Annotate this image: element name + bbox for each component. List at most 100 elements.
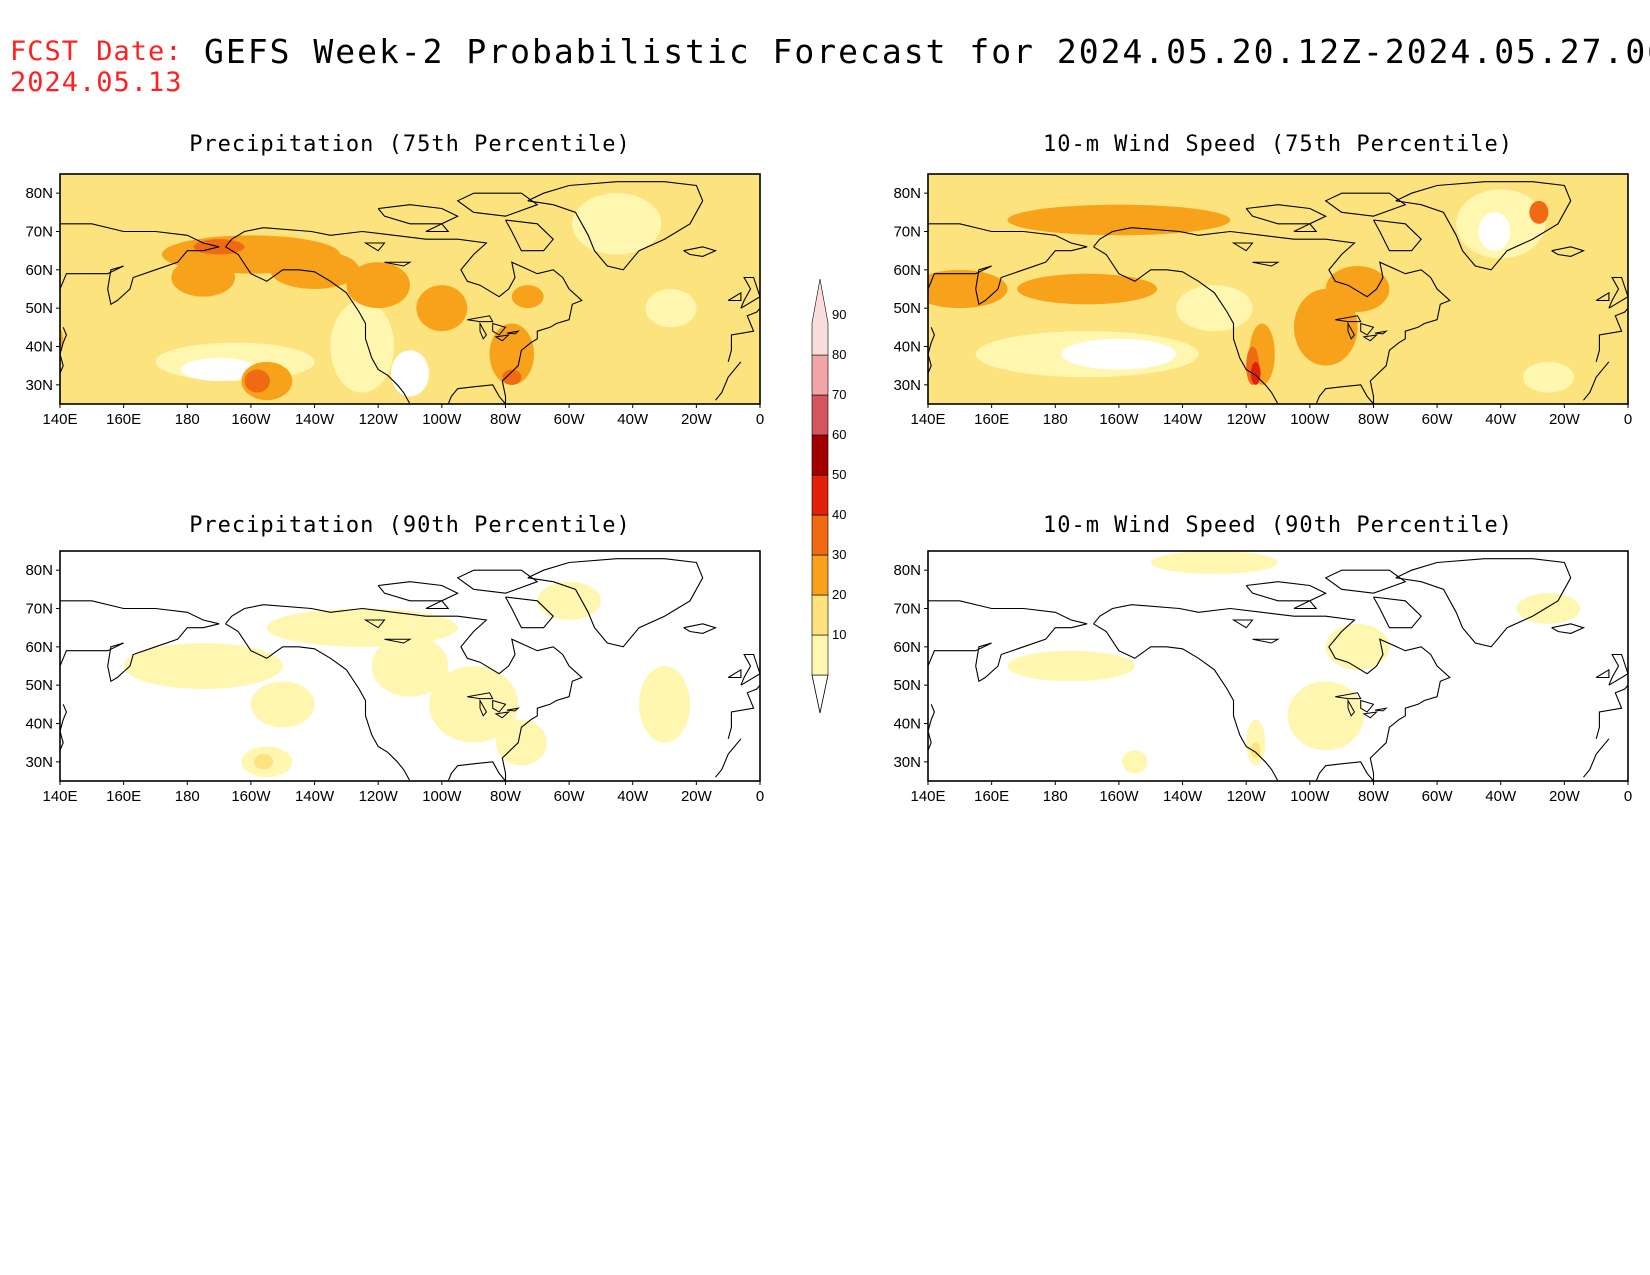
- shaded-probability-field: [60, 551, 760, 781]
- colorbar-segment: [811, 474, 829, 516]
- coastline: [683, 246, 718, 257]
- lon-tick-label: 0: [756, 788, 764, 805]
- probability-contour: [1478, 212, 1511, 251]
- coastline: [715, 361, 742, 401]
- probability-contour: [511, 285, 544, 309]
- lat-tick-label: 70N: [893, 224, 921, 241]
- coastline: [527, 181, 704, 271]
- colorbar-segment: [811, 634, 829, 676]
- lat-tick-label: 30N: [893, 754, 921, 771]
- lat-tick-label: 40N: [893, 339, 921, 356]
- lake-outline: [1362, 711, 1379, 719]
- shaded-probability-field: [60, 174, 760, 404]
- coastline: [60, 223, 220, 306]
- coastline: [715, 738, 742, 778]
- lake-outline: [1347, 321, 1356, 340]
- lake-outline: [1347, 698, 1356, 717]
- colorbar-segment: [811, 514, 829, 556]
- lon-tick-label: 120W: [359, 788, 399, 805]
- coastline: [727, 291, 742, 302]
- lat-tick-label: 40N: [25, 339, 53, 356]
- colorbar-label: 70: [832, 387, 846, 402]
- colorbar-segment: [811, 354, 829, 396]
- probability-contour: [270, 250, 360, 289]
- lake-outline: [1231, 619, 1254, 629]
- lon-tick-label: 60W: [554, 411, 586, 428]
- colorbar-segment: [811, 434, 829, 476]
- lat-tick-label: 70N: [25, 224, 53, 241]
- lake-outline: [384, 261, 412, 267]
- coastline: [1608, 276, 1628, 309]
- probability-contour: [416, 285, 468, 332]
- probability-contour: [1529, 200, 1549, 224]
- colorbar-label: 80: [832, 347, 846, 362]
- map-frame: [59, 173, 761, 405]
- probability-contour: [371, 635, 449, 697]
- panel-title-precip75: Precipitation (75th Percentile): [189, 132, 631, 157]
- fcst-date-caption: FCST Date:: [10, 36, 183, 67]
- colorbar-segment: [811, 394, 829, 436]
- lon-tick-label: 100W: [1290, 411, 1330, 428]
- lon-tick-label: 40W: [617, 788, 649, 805]
- lon-tick-label: 40W: [1485, 411, 1517, 428]
- lon-tick-label: 120W: [1227, 788, 1267, 805]
- probability-contour: [1017, 273, 1158, 305]
- lat-tick-label: 40N: [893, 716, 921, 733]
- probability-contour: [1150, 551, 1278, 574]
- map-panel-wind90: 140E 160E 180 160W 140W 120W 100W 80W 60W 40W 20W 0…: [893, 550, 1632, 805]
- probability-contour: [1007, 204, 1231, 236]
- probability-contour: [502, 369, 522, 385]
- lat-tick-label: 60N: [893, 639, 921, 656]
- lake-outline: [1360, 322, 1375, 336]
- lake-outline: [467, 692, 494, 700]
- probability-contour: [244, 369, 270, 393]
- coastline: [1324, 192, 1407, 217]
- probability-contour: [1523, 361, 1574, 393]
- probability-contour: [254, 754, 274, 770]
- probability-contour: [180, 358, 258, 381]
- lon-tick-label: 140E: [42, 788, 77, 805]
- lon-tick-label: 160E: [106, 788, 141, 805]
- lat-tick-label: 70N: [893, 601, 921, 618]
- lat-tick-label: 80N: [25, 562, 53, 579]
- coastline: [928, 704, 935, 751]
- coastline: [928, 600, 1088, 683]
- lon-tick-label: 180: [1043, 788, 1068, 805]
- lon-tick-label: 40W: [617, 411, 649, 428]
- lon-tick-label: 60W: [1422, 788, 1454, 805]
- map-frame: [927, 173, 1629, 405]
- map-panel-precip90: 140E 160E 180 160W 140W 120W 100W 80W 60W 40W 20W 0…: [25, 550, 764, 805]
- panel-title-wind75: 10-m Wind Speed (75th Percentile): [1042, 132, 1514, 157]
- lake-outline: [479, 321, 488, 340]
- coastline: [1608, 653, 1628, 686]
- lon-tick-label: 80W: [490, 788, 522, 805]
- coastline: [225, 604, 583, 781]
- lake-outline: [479, 698, 488, 717]
- lat-tick-label: 60N: [25, 639, 53, 656]
- lon-tick-label: 180: [1043, 411, 1068, 428]
- probability-contour: [1250, 361, 1261, 385]
- coastline: [1395, 181, 1572, 271]
- lat-tick-label: 30N: [25, 754, 53, 771]
- probability-contour: [330, 300, 395, 393]
- shaded-probability-field: [928, 174, 1628, 404]
- probability-contour: [346, 262, 410, 309]
- probability-contour: [495, 719, 547, 766]
- coastline: [727, 684, 760, 739]
- coastline: [928, 223, 1088, 306]
- colorbar-label: 30: [832, 547, 846, 562]
- lake-outline: [384, 638, 412, 644]
- probability-contour: [1176, 285, 1253, 332]
- map-frame: [927, 550, 1629, 782]
- lon-tick-label: 20W: [681, 411, 713, 428]
- coastline: [1093, 604, 1451, 781]
- coastline: [456, 192, 539, 217]
- lake-outline: [1335, 315, 1362, 323]
- lake-outline: [467, 315, 494, 323]
- lake-outline: [494, 334, 511, 342]
- probability-contour: [1287, 681, 1364, 751]
- lake-outline: [1252, 261, 1280, 267]
- probability-contour: [928, 269, 1008, 309]
- coastlines: [928, 558, 1628, 781]
- lat-tick-label: 50N: [893, 677, 921, 694]
